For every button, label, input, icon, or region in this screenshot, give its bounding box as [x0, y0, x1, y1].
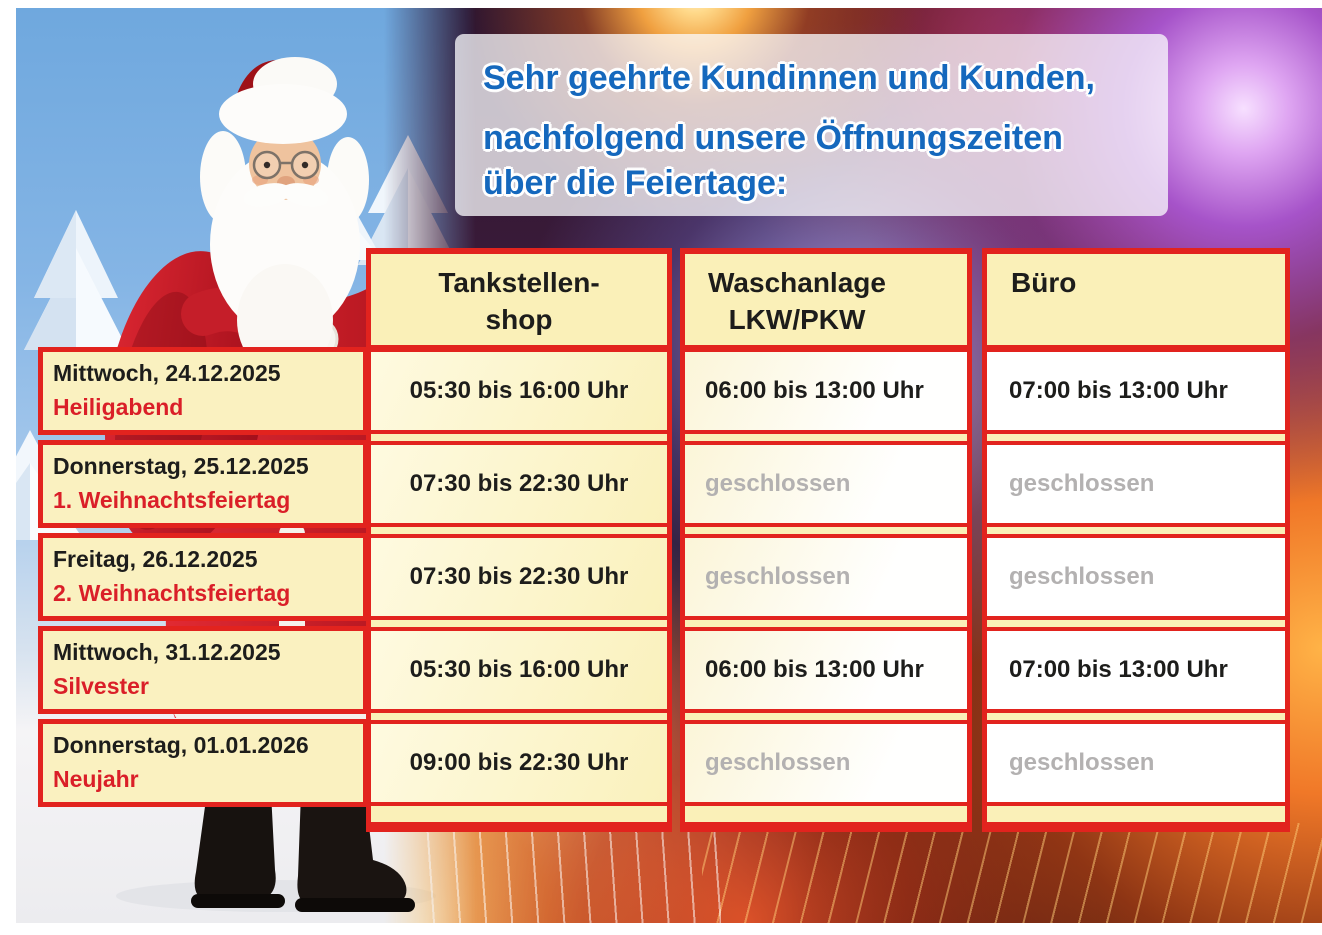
cell-waschanlage-row2: geschlossen — [685, 445, 967, 523]
header-line-2: LKW/PKW — [728, 304, 866, 335]
column-tankstellenshop: Tankstellen- shop 05:30 bis 16:00 Uhr 07… — [366, 248, 672, 832]
date-box-row1: Mittwoch, 24.12.2025 Heiligabend — [38, 347, 368, 435]
column-buero: Büro 07:00 bis 13:00 Uhr geschlossen ges… — [982, 248, 1290, 832]
cell-waschanlage-row4: 06:00 bis 13:00 Uhr — [685, 631, 967, 709]
cell-tankstellenshop-row1: 05:30 bis 16:00 Uhr — [371, 352, 667, 430]
header-line-1: Tankstellen- — [438, 267, 600, 298]
row-spacer — [371, 713, 667, 720]
row-spacer — [685, 620, 967, 627]
date-label: Mittwoch, 24.12.2025 — [53, 360, 281, 386]
cell-waschanlage-row1: 06:00 bis 13:00 Uhr — [685, 352, 967, 430]
row-spacer — [371, 527, 667, 534]
row-spacer — [685, 527, 967, 534]
cell-tankstellenshop-row5: 09:00 bis 22:30 Uhr — [371, 724, 667, 802]
gold-firework-streaks — [702, 823, 1322, 923]
row-spacer — [987, 527, 1285, 534]
header-line-2: shop — [485, 304, 553, 335]
cell-tankstellenshop-row4: 05:30 bis 16:00 Uhr — [371, 631, 667, 709]
greeting-panel: Sehr geehrte Kundinnen und Kunden, nachf… — [455, 34, 1168, 216]
cell-buero-row5: geschlossen — [987, 724, 1285, 802]
date-label: Donnerstag, 25.12.2025 — [53, 453, 309, 479]
column-header-waschanlage: Waschanlage LKW/PKW — [685, 254, 967, 345]
header-line-1: Waschanlage — [708, 267, 886, 298]
cell-tankstellenshop-row3: 07:30 bis 22:30 Uhr — [371, 538, 667, 616]
date-label: Donnerstag, 01.01.2026 — [53, 732, 309, 758]
greeting-line-1: Sehr geehrte Kundinnen und Kunden, — [483, 59, 1095, 97]
row-spacer — [987, 806, 1285, 822]
cell-waschanlage-row3: geschlossen — [685, 538, 967, 616]
row-spacer — [371, 806, 667, 822]
row-spacer — [685, 806, 967, 822]
date-box-row3: Freitag, 26.12.2025 2. Weihnachtsfeierta… — [38, 533, 368, 621]
cell-buero-row3: geschlossen — [987, 538, 1285, 616]
row-spacer — [987, 620, 1285, 627]
row-spacer — [685, 713, 967, 720]
date-label: Freitag, 26.12.2025 — [53, 546, 258, 572]
row-spacer — [685, 434, 967, 441]
header-line-1: Büro — [1011, 267, 1077, 298]
date-box-row4: Mittwoch, 31.12.2025 Silvester — [38, 626, 368, 714]
date-box-row5: Donnerstag, 01.01.2026 Neujahr — [38, 719, 368, 807]
cell-tankstellenshop-row2: 07:30 bis 22:30 Uhr — [371, 445, 667, 523]
column-header-tankstellenshop: Tankstellen- shop — [371, 254, 667, 345]
cell-buero-row1: 07:00 bis 13:00 Uhr — [987, 352, 1285, 430]
greeting-line-3: über die Feiertage: — [483, 164, 788, 202]
date-label: Mittwoch, 31.12.2025 — [53, 639, 281, 665]
holiday-label: 2. Weihnachtsfeiertag — [53, 580, 291, 606]
date-box-row2: Donnerstag, 25.12.2025 1. Weihnachtsfeie… — [38, 440, 368, 528]
row-spacer — [987, 713, 1285, 720]
cell-buero-row2: geschlossen — [987, 445, 1285, 523]
column-header-buero: Büro — [987, 254, 1285, 345]
holiday-label: 1. Weihnachtsfeiertag — [53, 487, 291, 513]
cell-waschanlage-row5: geschlossen — [685, 724, 967, 802]
row-spacer — [371, 434, 667, 441]
row-spacer — [987, 434, 1285, 441]
row-spacer — [371, 620, 667, 627]
holiday-label: Heiligabend — [53, 394, 184, 420]
greeting-line-2: nachfolgend unsere Öffnungszeiten — [483, 119, 1063, 157]
holiday-label: Neujahr — [53, 766, 139, 792]
cell-buero-row4: 07:00 bis 13:00 Uhr — [987, 631, 1285, 709]
column-waschanlage: Waschanlage LKW/PKW 06:00 bis 13:00 Uhr … — [680, 248, 972, 832]
holiday-label: Silvester — [53, 673, 149, 699]
